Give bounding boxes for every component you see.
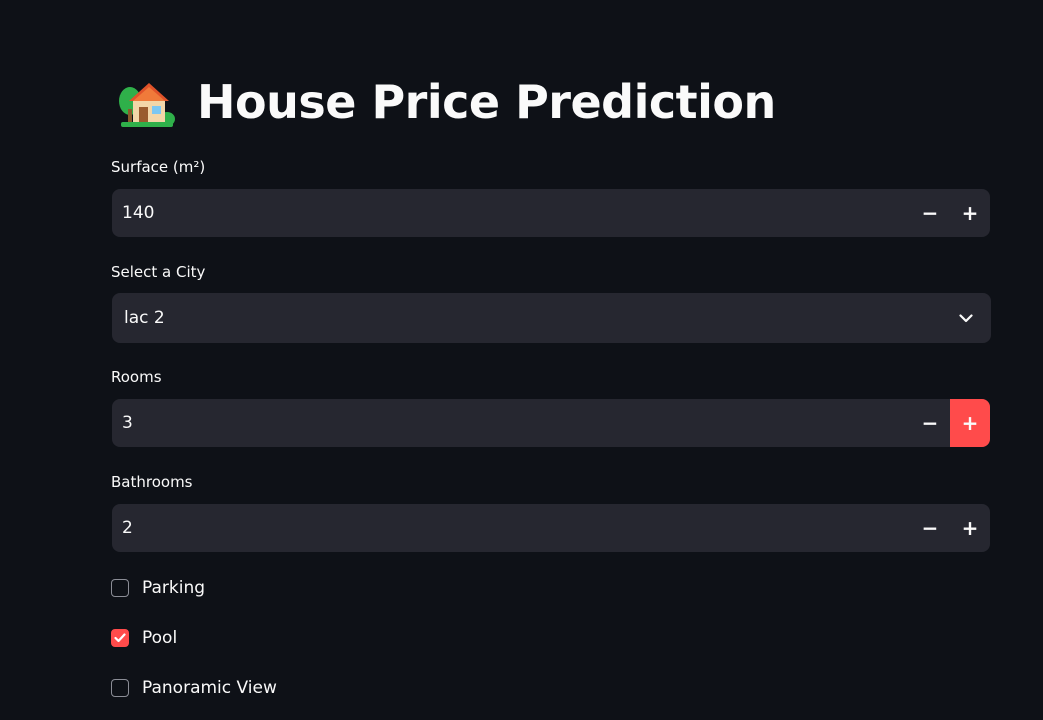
bathrooms-input-value[interactable]: 2 [122, 518, 133, 538]
parking-checkbox-row[interactable]: Parking [111, 576, 205, 600]
surface-decrement-button[interactable]: − [921, 201, 939, 225]
chevron-down-icon[interactable] [957, 309, 975, 327]
checkmark-icon [114, 633, 126, 643]
pool-checkbox[interactable] [111, 629, 129, 647]
panoramic-view-checkbox-row[interactable]: Panoramic View [111, 676, 277, 700]
rooms-input-value[interactable]: 3 [122, 413, 133, 433]
rooms-decrement-button[interactable]: − [921, 411, 939, 435]
house-with-garden-icon [117, 75, 175, 129]
surface-number-input[interactable]: 140 − + [112, 189, 990, 237]
parking-checkbox-label[interactable]: Parking [142, 578, 206, 598]
bathrooms-increment-button[interactable]: + [961, 516, 979, 540]
rooms-label: Rooms [111, 368, 162, 386]
pool-checkbox-label[interactable]: Pool [142, 628, 178, 648]
surface-label: Surface (m²) [111, 158, 206, 176]
city-selected-value[interactable]: lac 2 [124, 308, 165, 328]
title-row: House Price Prediction [117, 72, 776, 132]
bathrooms-decrement-button[interactable]: − [921, 516, 939, 540]
bathrooms-number-input[interactable]: 2 − + [112, 504, 990, 552]
rooms-number-input[interactable]: 3 − + [112, 399, 990, 447]
city-select[interactable]: lac 2 [112, 293, 991, 343]
panoramic-view-checkbox-label[interactable]: Panoramic View [142, 678, 277, 698]
city-label: Select a City [111, 263, 206, 281]
panoramic-view-checkbox[interactable] [111, 679, 129, 697]
parking-checkbox[interactable] [111, 579, 129, 597]
rooms-increment-button[interactable]: + [950, 399, 990, 447]
page-title: House Price Prediction [197, 75, 776, 129]
pool-checkbox-row[interactable]: Pool [111, 626, 177, 650]
surface-increment-button[interactable]: + [961, 201, 979, 225]
surface-input-value[interactable]: 140 [122, 203, 155, 223]
bathrooms-label: Bathrooms [111, 473, 193, 491]
